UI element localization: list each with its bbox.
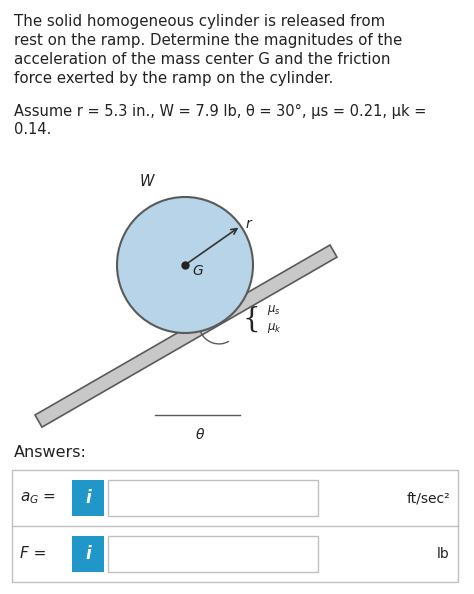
Text: {: { [242,305,260,333]
Text: $\mu_s$: $\mu_s$ [267,303,281,317]
FancyBboxPatch shape [12,470,458,582]
Text: $\mu_k$: $\mu_k$ [267,321,282,335]
FancyBboxPatch shape [72,480,104,516]
Circle shape [117,197,253,333]
Text: ft/sec²: ft/sec² [406,491,450,505]
Text: G: G [192,264,203,278]
Text: W: W [140,174,154,189]
FancyBboxPatch shape [108,480,318,516]
Text: 0.14.: 0.14. [14,122,51,137]
Text: i: i [85,545,91,563]
Text: Assume r = 5.3 in., W = 7.9 lb, θ = 30°, μs = 0.21, μk =: Assume r = 5.3 in., W = 7.9 lb, θ = 30°,… [14,104,427,119]
Text: Answers:: Answers: [14,445,87,460]
Text: $\theta$: $\theta$ [195,427,205,442]
Text: F =: F = [20,546,46,561]
Text: rest on the ramp. Determine the magnitudes of the: rest on the ramp. Determine the magnitud… [14,33,402,48]
Text: r: r [246,217,251,231]
FancyBboxPatch shape [108,536,318,572]
Polygon shape [35,245,337,427]
Text: The solid homogeneous cylinder is released from: The solid homogeneous cylinder is releas… [14,14,385,29]
Text: lb: lb [437,547,450,561]
Text: acceleration of the mass center G and the friction: acceleration of the mass center G and th… [14,52,391,67]
Text: $a_G$ =: $a_G$ = [20,490,56,506]
Text: force exerted by the ramp on the cylinder.: force exerted by the ramp on the cylinde… [14,71,333,86]
FancyBboxPatch shape [72,536,104,572]
Text: i: i [85,489,91,507]
